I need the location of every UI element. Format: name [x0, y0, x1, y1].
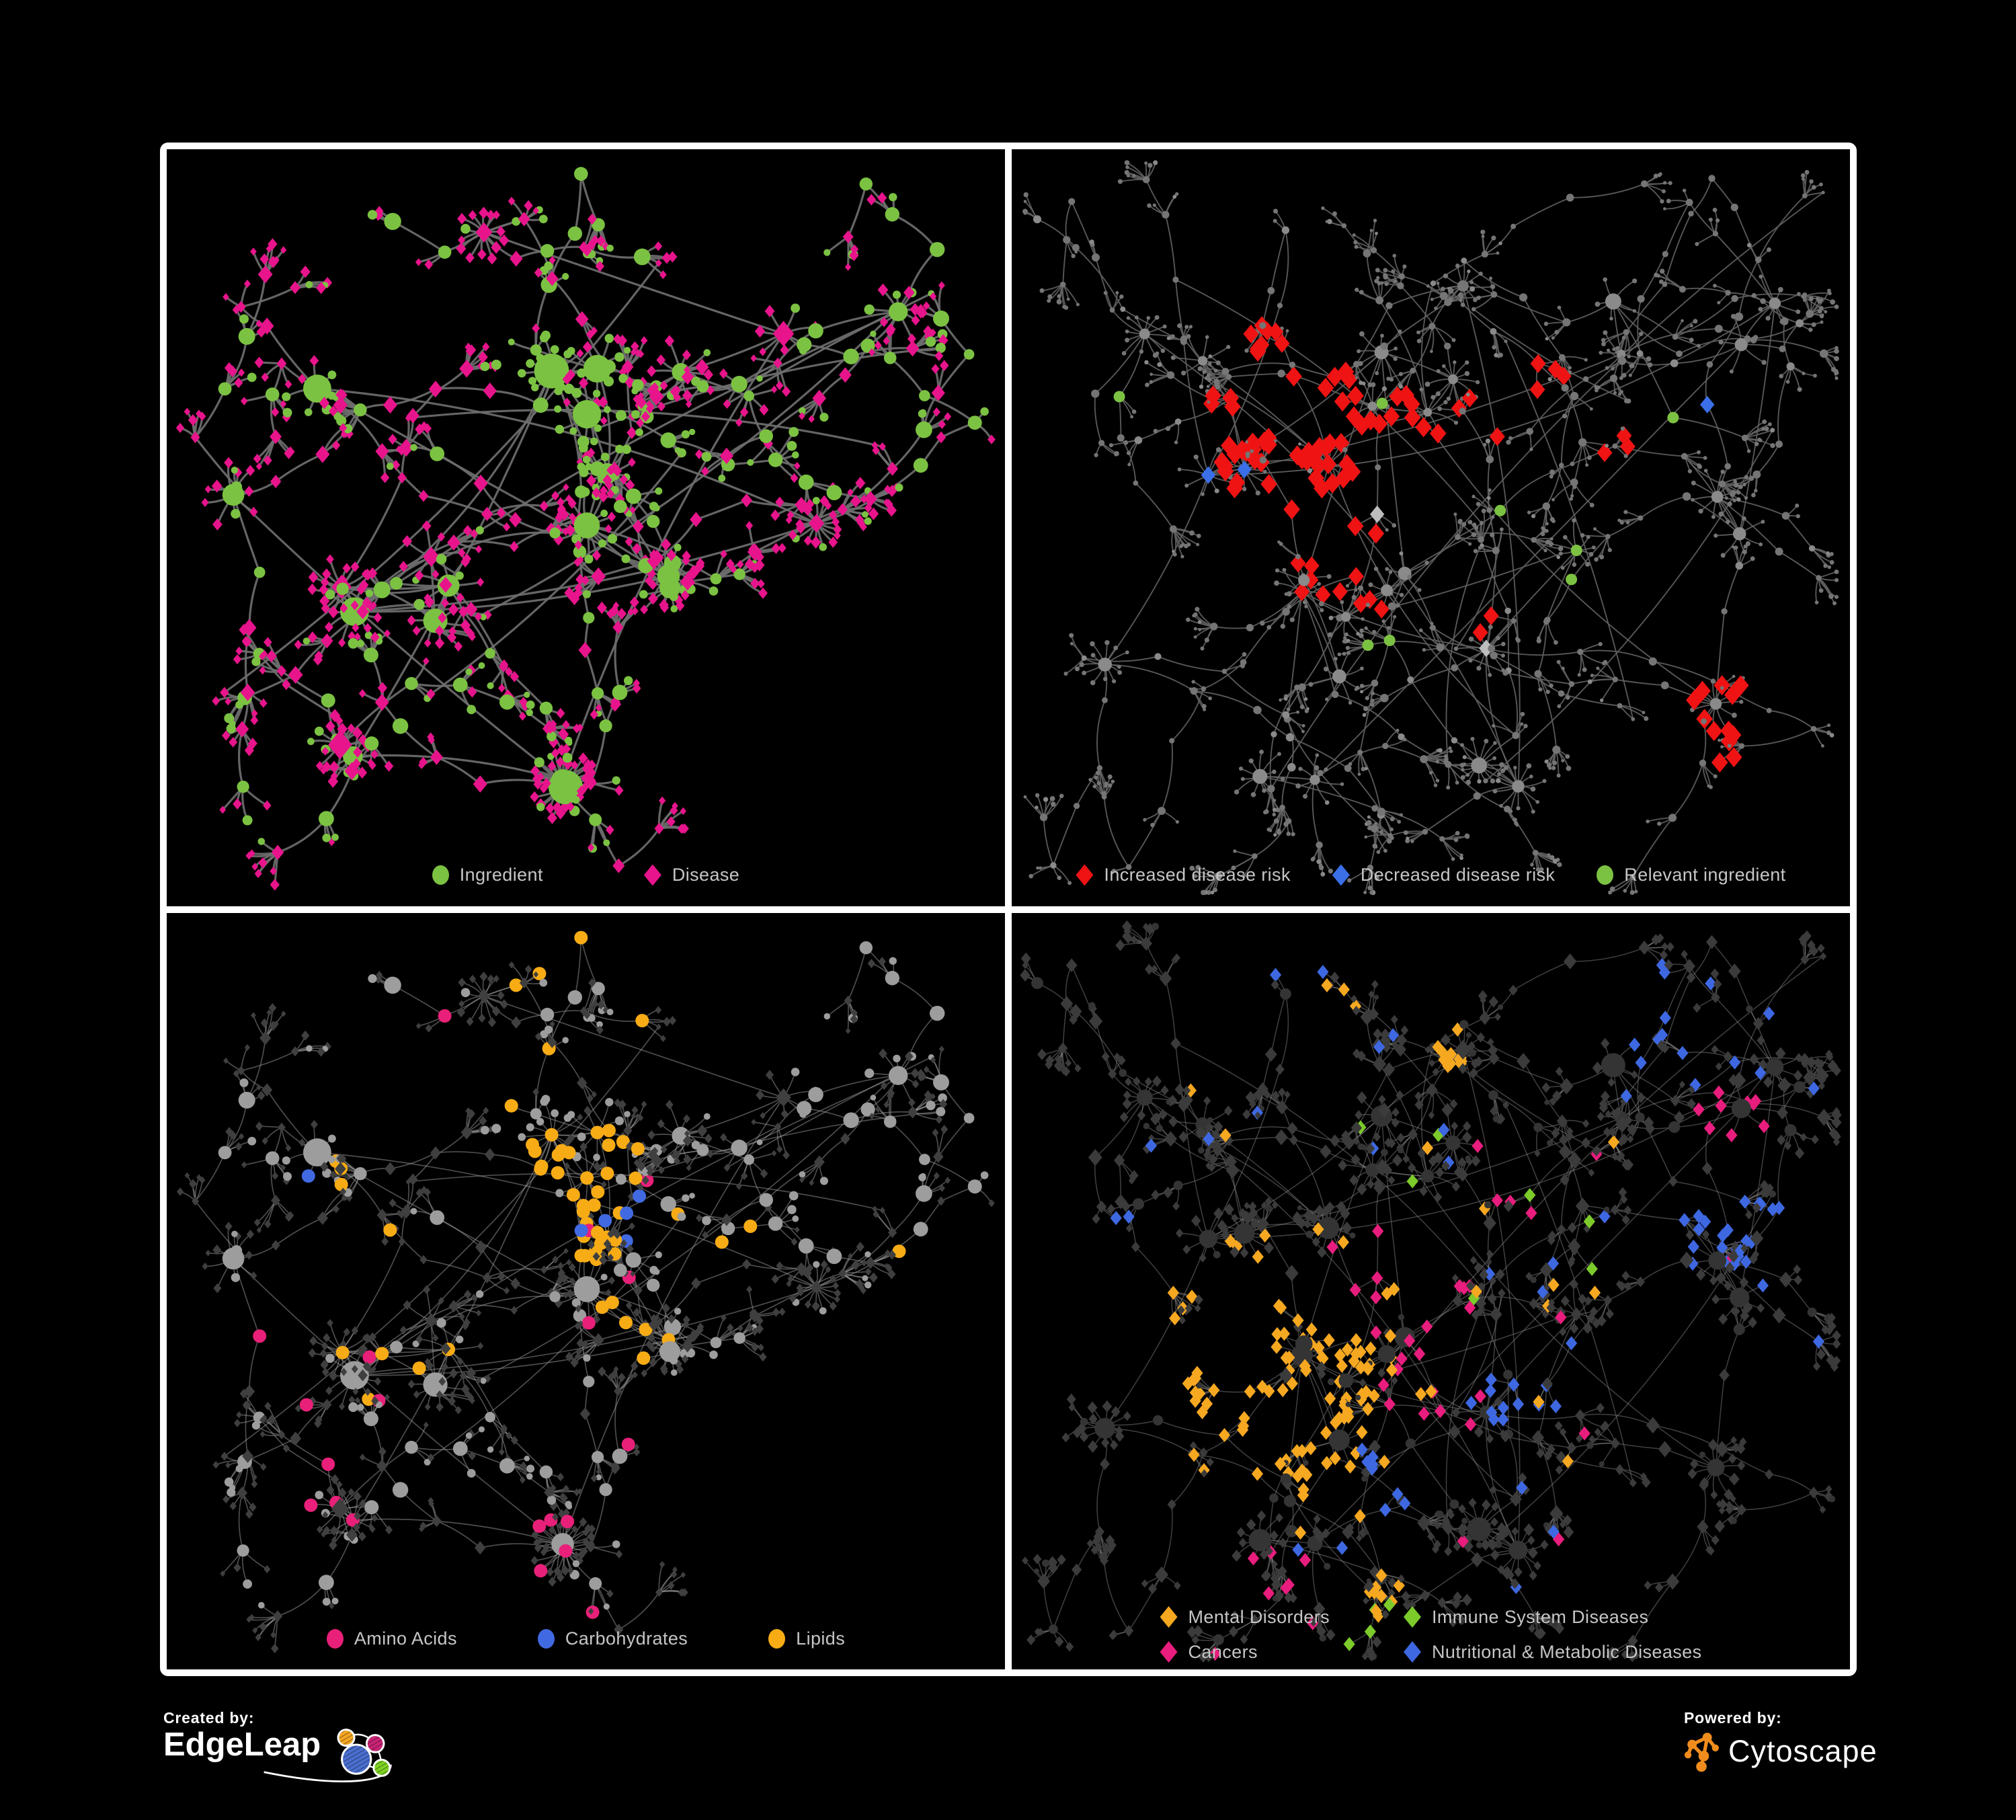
legend-item: Decreased disease risk: [1332, 864, 1556, 886]
legend-label: Disease: [672, 865, 740, 885]
legend-item: Relevant ingredient: [1597, 865, 1785, 885]
panel-ingredient-disease: Ingredient Disease: [167, 149, 1005, 906]
network-disease-risk: [1022, 160, 1839, 896]
legend-item: Carbohydrates: [537, 1628, 688, 1649]
legend-marker-diamond: [1160, 1606, 1178, 1628]
legend-item: Lipids: [768, 1628, 845, 1649]
legend-marker-diamond: [1404, 1641, 1421, 1663]
legend-marker-diamond: [1404, 1606, 1421, 1628]
panel-disease-categories: Mental Disorders Immune System Diseases Ca…: [1012, 912, 1850, 1669]
created-by-label: Created by:: [163, 1709, 255, 1727]
legend-label: Cancers: [1188, 1641, 1258, 1662]
legend-item: Disease: [643, 864, 740, 886]
panel-disease-risk: Increased disease risk Decreased disease …: [1012, 149, 1850, 906]
legend-label: Carbohydrates: [565, 1628, 688, 1649]
legend-label: Lipids: [796, 1628, 846, 1649]
legend-label: Mental Disorders: [1188, 1606, 1330, 1627]
legend-label: Relevant ingredient: [1624, 865, 1786, 885]
cytoscape-logo-text: Cytoscape: [1728, 1734, 1878, 1768]
legend-item: Increased disease risk: [1076, 864, 1291, 886]
legend-item: Nutritional & Metabolic Diseases: [1404, 1641, 1701, 1663]
cytoscape-logo-icon: [1684, 1733, 1719, 1772]
legend-marker-diamond: [1160, 1641, 1178, 1663]
legend-label: Decreased disease risk: [1360, 865, 1556, 885]
network-nutrient-classes: [176, 931, 995, 1653]
legend-marker-diamond: [1076, 864, 1094, 886]
edgeleap-logo-icon: [264, 1729, 392, 1782]
legend-disease-risk: Increased disease risk Decreased disease …: [1012, 864, 1850, 886]
edgeleap-credit: Created by: EdgeLeap: [163, 1709, 403, 1786]
powered-by-label: Powered by:: [1684, 1709, 1782, 1727]
panel-grid: Ingredient Disease Increased disease risk…: [160, 143, 1857, 1676]
legend-label: Increased disease risk: [1104, 865, 1291, 885]
legend-marker-circle: [1597, 865, 1614, 885]
edgeleap-logo-text: EdgeLeap: [163, 1727, 321, 1763]
legend-item: Cancers: [1160, 1641, 1330, 1663]
network-ingredient-disease: [175, 167, 996, 891]
legend-marker-diamond: [1332, 864, 1350, 886]
legend-ingredient-disease: Ingredient Disease: [167, 864, 1005, 886]
legend-label: Amino Acids: [354, 1628, 457, 1649]
legend-marker-circle: [768, 1629, 786, 1649]
legend-item: Immune System Diseases: [1404, 1606, 1701, 1628]
legend-disease-categories: Mental Disorders Immune System Diseases Ca…: [1012, 1606, 1850, 1663]
legend-item: Ingredient: [432, 865, 543, 885]
legend-item: Mental Disorders: [1160, 1606, 1330, 1628]
legend-label: Ingredient: [459, 865, 543, 885]
legend-item: Amino Acids: [326, 1628, 457, 1649]
legend-marker-circle: [537, 1629, 555, 1649]
cytoscape-credit: Powered by: Cytoscape: [1684, 1709, 1878, 1773]
legend-marker-diamond: [643, 864, 661, 886]
legend-label: Immune System Diseases: [1432, 1606, 1649, 1627]
legend-nutrient-classes: Amino Acids Carbohydrates Lipids: [167, 1628, 1005, 1649]
panel-nutrient-classes: Amino Acids Carbohydrates Lipids: [167, 912, 1005, 1669]
legend-marker-circle: [326, 1629, 344, 1649]
network-disease-categories: [1020, 920, 1842, 1663]
legend-marker-circle: [432, 865, 449, 885]
legend-label: Nutritional & Metabolic Diseases: [1432, 1641, 1702, 1662]
